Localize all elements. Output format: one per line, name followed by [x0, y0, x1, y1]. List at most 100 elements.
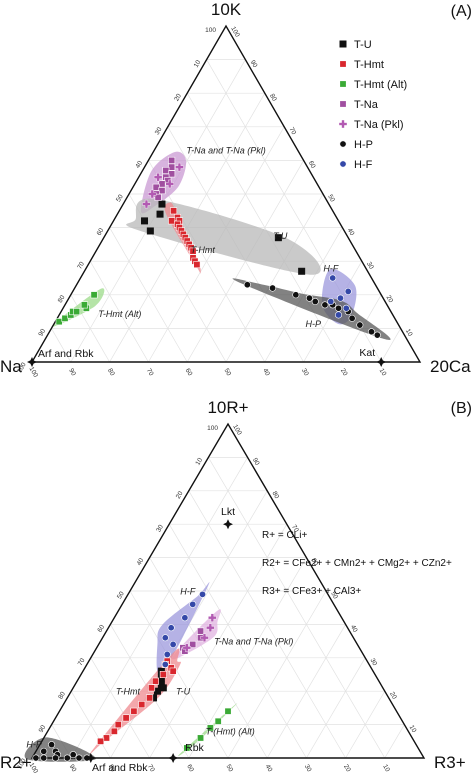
tick-label: 60 — [307, 160, 317, 170]
data-point-h-f — [181, 614, 189, 622]
grid-line — [306, 657, 366, 759]
tick-label: 40 — [136, 557, 146, 567]
tick-label: 70 — [76, 260, 86, 270]
tick-label: 60 — [184, 367, 194, 377]
grid-line — [70, 691, 111, 759]
formula-block: R+ = CLi+ R2+ = CFe2+ + CMn2+ + CMg2+ + C… — [262, 530, 452, 597]
tick-label: 30 — [155, 523, 165, 533]
data-point-h-f — [163, 650, 171, 658]
tick-label: 60 — [96, 227, 106, 237]
tick-label: 10 — [381, 763, 391, 773]
annotation-label: H-F — [323, 263, 338, 273]
data-point-t-na — [152, 183, 160, 191]
data-point-t-na-pkl- — [208, 613, 217, 622]
data-point-h-p — [356, 321, 364, 329]
grid-line — [345, 691, 386, 759]
annotations-1: H-F T-Na and T-Na (Pkl) T-Hmt T-U T-(Hmt) (A… — [26, 586, 293, 749]
annotations-0: T-Na and T-Na (Pkl) T-Hmt T-U T-Hmt (Alt) H-… — [98, 146, 339, 329]
annotation-label: H-F — [180, 586, 195, 596]
tick-label: 80 — [268, 93, 278, 103]
grid-lines — [51, 59, 401, 363]
annotation-label: T-Hmt — [191, 245, 216, 255]
grid-line — [384, 724, 405, 759]
data-point-t-hmt — [138, 701, 146, 709]
legend-label: T-Na (Pkl) — [354, 119, 404, 131]
tick-label: 20 — [388, 691, 398, 701]
triangle-frame — [30, 24, 422, 363]
tick-label: 50 — [115, 193, 125, 203]
tick-label: 20 — [339, 367, 349, 377]
data-point-t-hmt-alt- — [73, 308, 81, 316]
reference-star — [85, 753, 96, 763]
grid-line — [149, 524, 288, 759]
data-point-h-p — [75, 754, 83, 762]
grid-line — [266, 624, 346, 759]
tick-label: 100 — [28, 762, 40, 775]
formula-line: R+ = CLi+ — [262, 530, 307, 541]
data-point-t-na-pkl- — [200, 633, 209, 642]
data-point-t-u — [146, 227, 154, 235]
data-point-h-p — [69, 751, 77, 759]
data-point-h-p — [52, 754, 60, 762]
reference-points — [27, 357, 387, 367]
vertex-labels-b: 10R+ R2+ R3+ (B) Lkt Arf and Rbk Rbk — [0, 398, 472, 774]
data-point-t-hmt — [97, 737, 105, 745]
tick-label: 10 — [404, 328, 414, 338]
reference-points — [85, 519, 233, 763]
data-point-t-u — [274, 234, 282, 242]
data-point-t-na-pkl- — [206, 623, 215, 632]
data-point-h-f — [335, 311, 343, 319]
grid-line — [89, 261, 149, 363]
data-point-t-na — [158, 187, 166, 195]
region-h-f — [156, 582, 210, 675]
tick-label: 80 — [57, 294, 67, 304]
data-point-t-na — [162, 166, 170, 174]
data-point-t-na — [154, 193, 162, 201]
data-point-t-hmt-alt- — [80, 301, 88, 309]
annotation-label: T-Hmt (Alt) — [98, 309, 141, 319]
tick-label: 100 — [16, 757, 28, 770]
annotation-label: H-P — [306, 319, 322, 329]
tick-label: 30 — [303, 763, 313, 773]
data-point-t-na-pkl- — [148, 189, 157, 199]
annotation-label: T-U — [176, 687, 191, 697]
data-point-t-hmt-alt- — [224, 707, 232, 715]
tick-label: 70 — [287, 126, 297, 136]
reference-star — [376, 357, 387, 367]
tick-label: 40 — [264, 763, 274, 773]
tick-label: 80 — [270, 490, 280, 500]
data-point-h-p — [48, 741, 56, 749]
annotation-label: T-Hmt — [116, 687, 141, 697]
data-point-t-na-pkl- — [142, 199, 151, 209]
data-point-t-hmt — [168, 217, 176, 225]
data-point-h-f — [329, 274, 337, 282]
tick-label: 60 — [185, 763, 195, 773]
data-point-t-hmt-alt- — [90, 291, 98, 299]
tick-labels: 10 10 10 20 20 20 30 30 30 40 40 40 50 50 50 60 60 60 70 70… — [16, 424, 417, 776]
data-point-t-na — [168, 163, 176, 171]
tick-label: 40 — [134, 160, 144, 170]
vertex-label-right: 20Ca — [430, 357, 471, 376]
data-point-t-hmt — [102, 734, 110, 742]
grid-line — [90, 657, 150, 759]
tick-label: 60 — [310, 557, 320, 567]
tick-label: 70 — [146, 763, 156, 773]
data-point-t-hmt — [114, 721, 122, 729]
reference-label: Kat — [359, 347, 375, 359]
legend-marker-h-f — [339, 160, 347, 168]
annotation-label: T-(Hmt) (Alt) — [206, 727, 255, 737]
tick-label: 10 — [408, 724, 418, 734]
legend-marker-t-u — [339, 40, 347, 48]
grid-line — [208, 457, 386, 759]
data-point-t-na-pkl- — [175, 162, 184, 172]
data-point-t-hmt — [193, 261, 201, 269]
data-point-t-hmt — [151, 677, 159, 685]
data-point-t-na — [158, 180, 166, 188]
tick-label: 30 — [365, 261, 375, 271]
legend-marker-t-na-pkl- — [338, 119, 348, 129]
tick-label: 80 — [106, 367, 116, 377]
reference-label: Lkt — [221, 506, 235, 518]
data-point-h-p — [269, 284, 277, 292]
tick-label: 60 — [96, 624, 106, 634]
legend-label: T-Hmt (Alt) — [354, 79, 407, 91]
